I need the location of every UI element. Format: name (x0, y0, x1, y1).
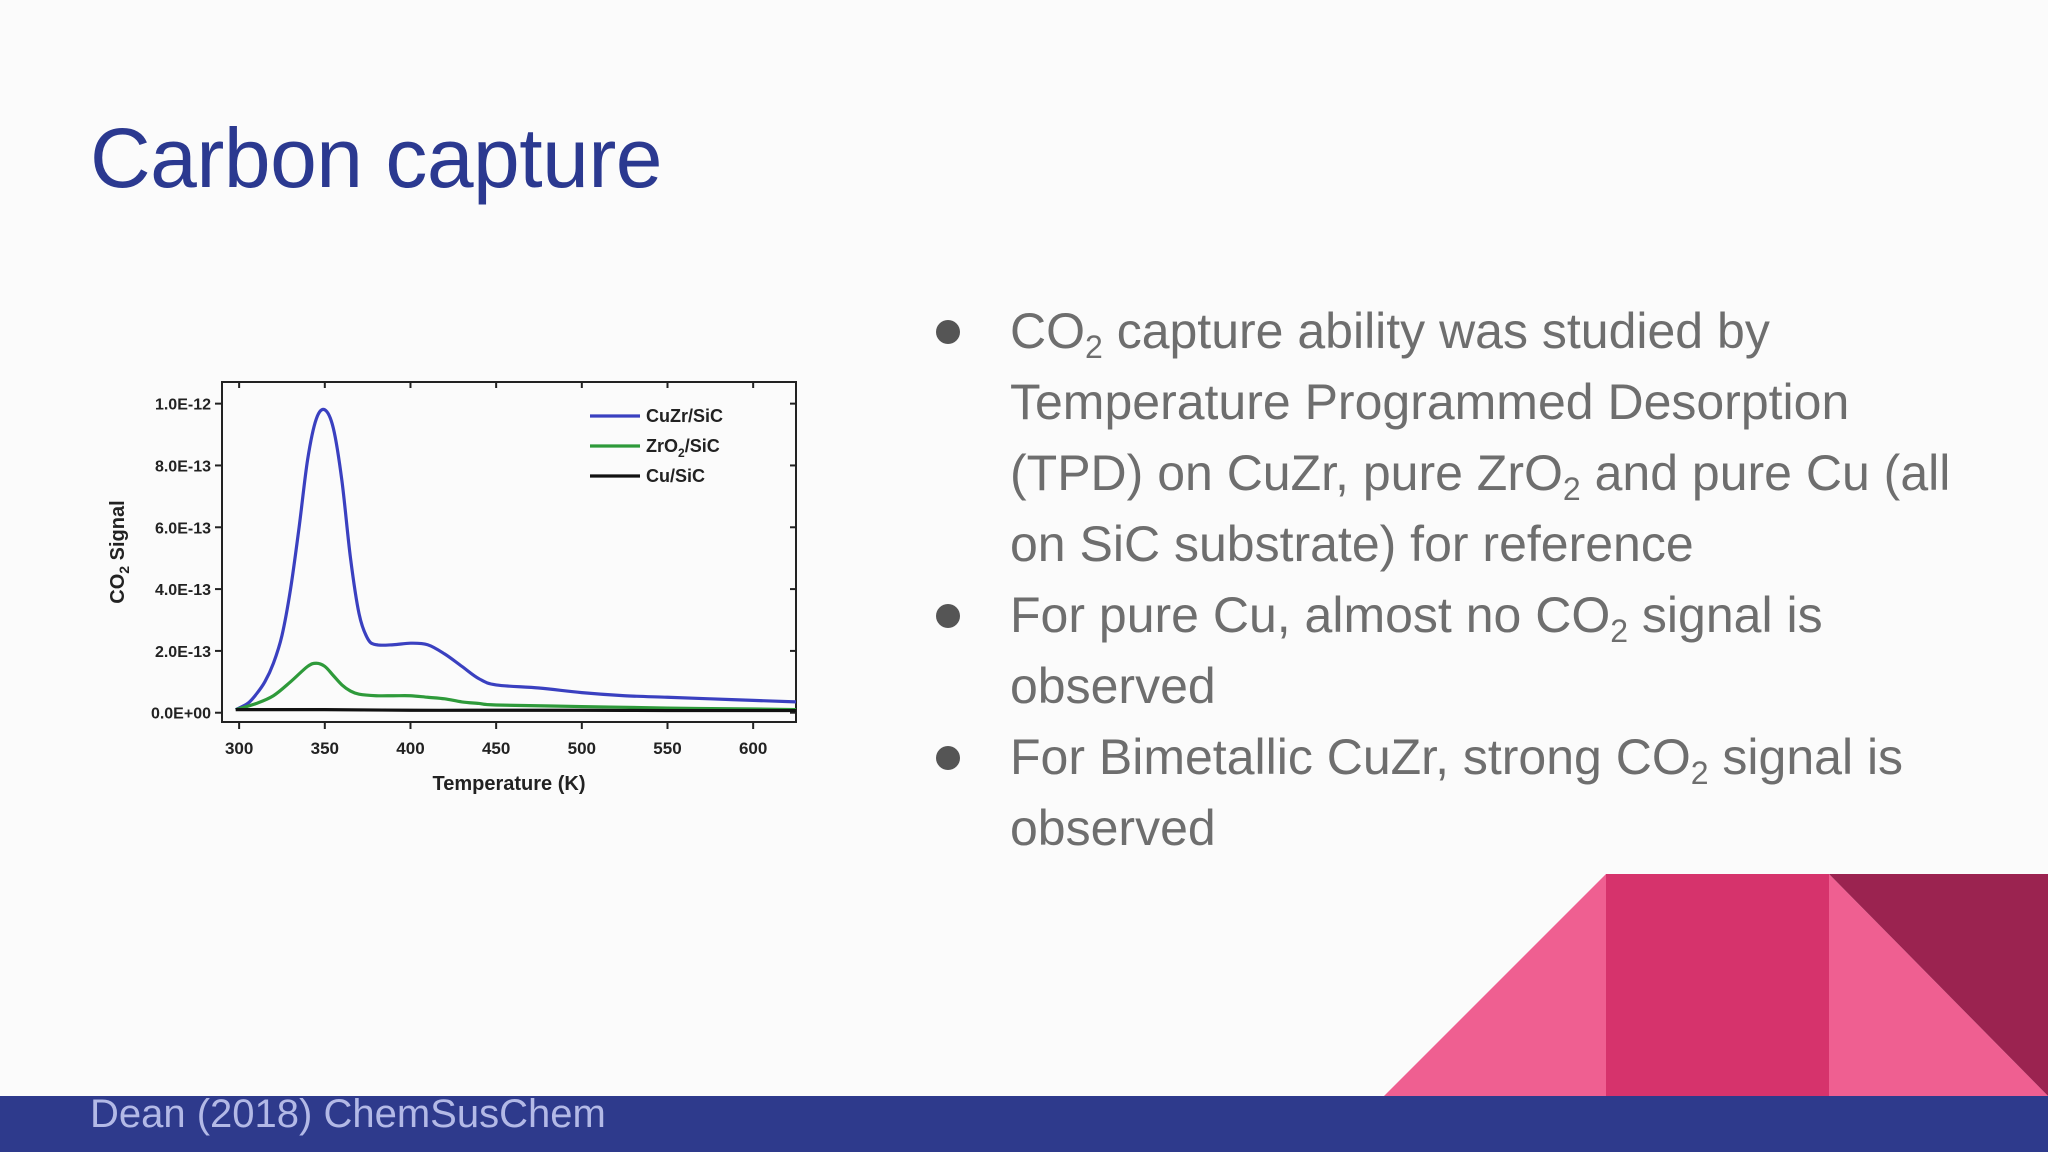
y-tick-label: 6.0E-13 (155, 520, 211, 537)
bullet-item: For Bimetallic CuZr, strong CO2 signal i… (930, 722, 1990, 864)
tpd-chart: 300 350 400 450 500 550 600 0.0E+00 2.0E-13 4.0E-… (96, 370, 816, 800)
chart-legend: CuZr/SiC ZrO2/SiC Cu/SiC (590, 406, 723, 486)
series-line (234, 407, 797, 712)
y-tick-label: 1.0E-12 (155, 397, 211, 414)
bullet-text: 2 (1562, 471, 1581, 507)
bullet-text: CO (1010, 303, 1085, 359)
bullet-text: 2 (1610, 613, 1629, 649)
legend-label: ZrO2/SiC (646, 436, 720, 460)
x-tick-label: 400 (396, 739, 424, 758)
bullet-text: 2 (1085, 329, 1103, 365)
bullet-text: For pure Cu, almost no CO (1010, 587, 1611, 643)
footer-citation: Dean (2018) ChemSusChem (90, 1092, 606, 1136)
pink-light-triangle (1384, 874, 1606, 1096)
slide-title: Carbon capture (90, 111, 663, 205)
bullet-text: signal is observed (1010, 587, 1823, 714)
bullet-item: CO2 capture ability was studied by Tempe… (930, 296, 1990, 580)
y-axis-label-sub: 2 (116, 566, 132, 574)
legend-label: CuZr/SiC (646, 406, 723, 426)
y-tick-label: 8.0E-13 (155, 458, 211, 475)
y-tick-label: 4.0E-13 (155, 582, 211, 599)
x-tick-label: 300 (225, 739, 253, 758)
bullet-dot (936, 604, 960, 628)
plum-triangle (1829, 874, 2048, 1096)
tpd-chart-svg: 300 350 400 450 500 550 600 0.0E+00 2.0E-13 4.0E-… (107, 381, 797, 795)
legend-label-sub: 2 (678, 446, 685, 460)
bullet-dot (936, 746, 960, 770)
bullet-dot (936, 320, 960, 344)
bullet-text: signal is observed (1010, 729, 1904, 856)
y-axis-label-rest: Signal (107, 500, 129, 566)
axis-ticks: 300 350 400 450 500 550 600 0.0E+00 2.0E-13 4.0E-… (151, 382, 796, 758)
y-axis-label-main: CO (107, 574, 129, 604)
legend-label-main: ZrO (646, 436, 678, 456)
plot-frame (221, 381, 797, 723)
series-line (235, 707, 796, 713)
legend-label-main: Cu/SiC (646, 466, 705, 486)
y-tick-label: 2.0E-13 (155, 644, 211, 661)
bullet-text: For Bimetallic CuZr, strong CO (1010, 729, 1691, 785)
bullet-text: 2 (1690, 755, 1709, 791)
x-tick-label: 350 (311, 739, 339, 758)
x-tick-label: 450 (482, 739, 510, 758)
y-axis-label: CO2 Signal (107, 500, 132, 603)
y-tick-label: 0.0E+00 (151, 706, 211, 723)
x-tick-label: 600 (739, 739, 767, 758)
x-tick-label: 500 (568, 739, 596, 758)
legend-label-rest: /SiC (685, 436, 720, 456)
bullet-list: CO2 capture ability was studied by Tempe… (930, 296, 1990, 864)
bullet-text: and pure Cu (all on SiC substrate) for r… (1010, 445, 1951, 572)
series-line (235, 661, 797, 712)
series-lines (234, 407, 797, 713)
bullet-text: capture ability was studied by Temperatu… (1010, 303, 1850, 501)
bullet-item: For pure Cu, almost no CO2 signal is obs… (930, 580, 1990, 722)
x-axis-label: Temperature (K) (433, 773, 586, 795)
x-tick-label: 550 (653, 739, 681, 758)
legend-label-main: CuZr/SiC (646, 406, 723, 426)
pink-mid-block (1606, 874, 1829, 1096)
legend-label: Cu/SiC (646, 466, 705, 486)
footer-bar (0, 1096, 2048, 1152)
